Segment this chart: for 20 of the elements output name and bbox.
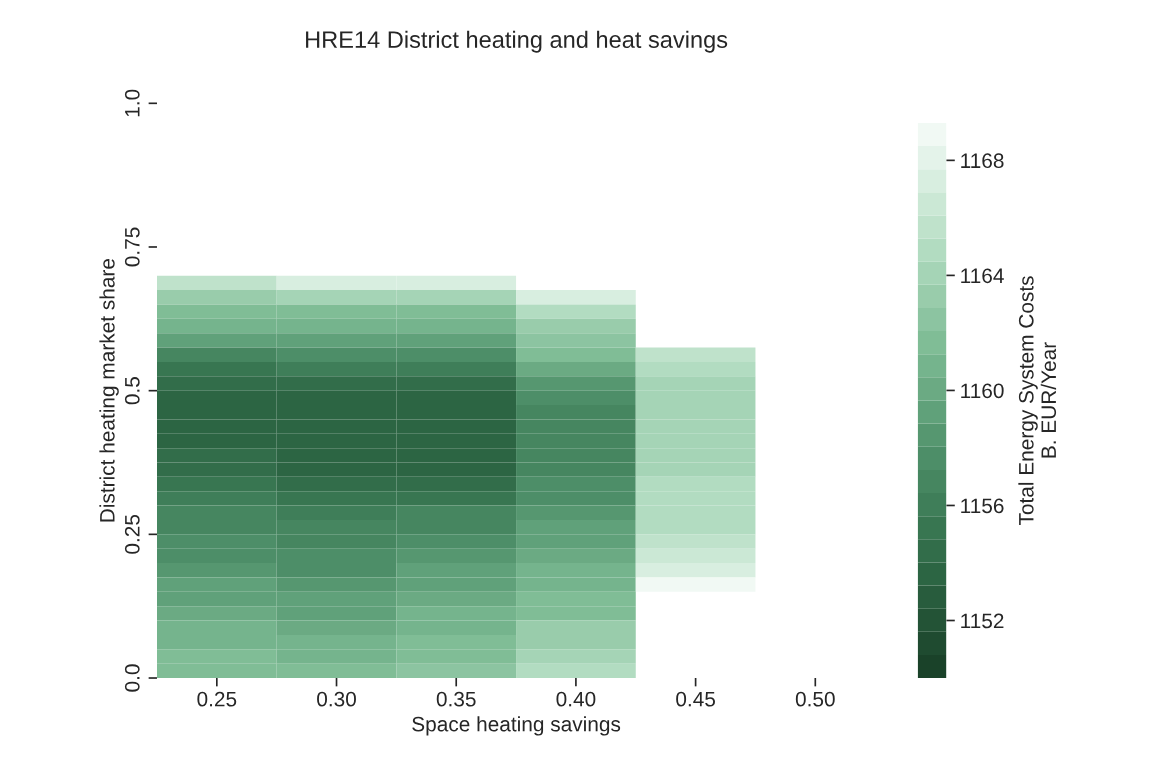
- color-bar-label: 1164: [961, 268, 1004, 284]
- x-tick-label: 0.25: [197, 691, 237, 707]
- y-tick-label: 0.75: [124, 227, 140, 267]
- y-tick-label: 1.0: [124, 89, 140, 117]
- x-tick-label: 0.40: [556, 691, 596, 707]
- y-tick-label: 0.0: [124, 664, 140, 692]
- color-bar-label: 1168: [961, 153, 1004, 169]
- x-tick-label: 0.45: [676, 691, 716, 707]
- y-axis-title: District heating market share: [99, 259, 119, 522]
- x-tick-label: 0.30: [317, 691, 356, 707]
- x-axis-title: Space heating savings: [412, 716, 621, 736]
- color-bar-label: 1156: [961, 498, 1004, 514]
- color-bar-label: 1160: [961, 383, 1004, 399]
- x-tick-label: 0.50: [795, 691, 835, 707]
- y-tick-label: 0.25: [124, 514, 140, 554]
- y-tick-label: 0.5: [124, 377, 140, 405]
- chart-title: HRE14 District heating and heat savings: [306, 30, 728, 53]
- x-tick-label: 0.35: [436, 691, 476, 707]
- color-bar-label: 1152: [961, 613, 1004, 629]
- color-bar-title: Total Energy System Costs B. EUR/Year: [1018, 276, 1057, 526]
